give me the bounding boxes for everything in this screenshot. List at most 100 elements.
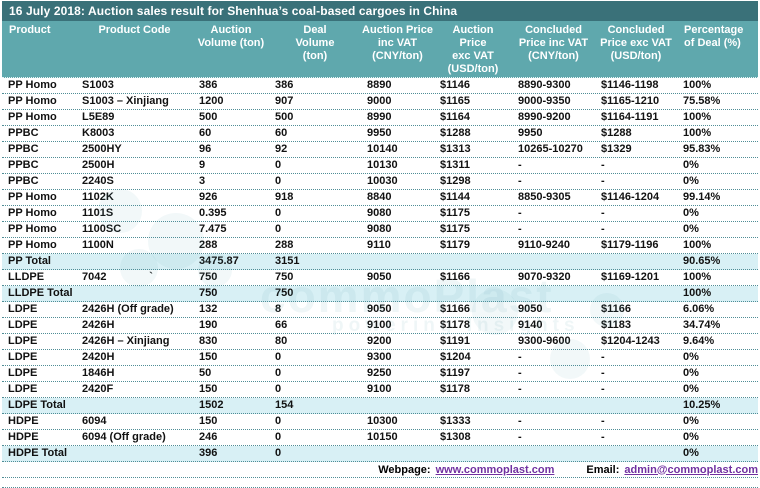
cell-deal-volume: 0 [275,207,282,219]
cell-deal-volume: 3151 [275,255,300,267]
cell-concluded-price-exc: - [601,159,605,171]
cell-deal-volume: 66 [275,319,288,331]
cell-concluded-price-exc: $1146-1204 [601,191,660,203]
cell-concluded-price-exc: - [601,383,605,395]
cell-product: PP Homo [8,79,57,91]
cell-product: PPBC [8,127,39,139]
cell-percentage-of-deal: 0% [683,383,699,395]
webpage-link[interactable]: www.commoplast.com [435,463,555,476]
cell-concluded-price-inc: 9050 [518,303,543,315]
cell-auction-price-exc: $1197 [440,367,470,379]
cell-auction-volume: 750 [199,271,218,283]
cell-auction-price-inc: 10300 [367,415,398,427]
cell-product-code [76,286,193,301]
cell-percentage-of-deal: 99.14% [683,191,721,203]
cell-product-code: S1003 [82,79,114,91]
cell-percentage-of-deal: 9.64% [683,335,715,347]
cell-deal-volume: 92 [275,143,288,155]
table-row: PP Homo 1100N 288 288 9110 $1179 9110-9240 $117… [2,238,758,254]
cell-percentage-of-deal: 34.74% [683,319,721,331]
cell-concluded-price-inc: 8850-9305 [518,191,571,203]
cell-product: HDPE Total [8,447,68,459]
cell-concluded-price-exc: $1179-1196 [601,239,659,251]
cell-deal-volume: 0 [275,447,282,459]
cell-auction-price-exc [434,286,512,301]
cell-product: PP Homo [8,207,57,219]
cell-concluded-price-inc: - [518,367,522,379]
cell-deal-volume: 60 [275,127,288,139]
cell-product-code: 1101S [82,207,114,219]
cell-product: LDPE [8,351,38,363]
cell-product-code: L5E89 [82,111,115,123]
table-row: LLDPE 7042 ` 750 750 9050 $1166 9070-9320 $1169… [2,270,758,286]
cell-auction-price-exc: $1166 [440,303,470,315]
cell-percentage-of-deal: 90.65% [683,255,721,267]
cell-auction-price-inc: 10130 [367,159,398,171]
cell-deal-volume: 500 [275,111,294,123]
table-row: PPBC 2240S 3 0 10030 $1298 - - 0% [2,174,758,190]
cell-product-code: 2500H [82,159,115,171]
cell-percentage-of-deal: 100% [683,271,712,283]
cell-auction-price-exc: $1175 [440,207,470,219]
cell-concluded-price-exc: $1165-1210 [601,95,660,107]
cell-auction-volume: 9 [199,159,206,171]
cell-concluded-price-exc: - [601,207,605,219]
table-row: PP Homo S1003 – Xinjiang 1200 907 9000 $1165 9… [2,94,758,110]
cell-product-code: 2426H (Off grade) [82,303,174,315]
cell-concluded-price-inc: - [518,415,522,427]
column-header-product-code: Product Code [98,24,171,36]
cell-product-code: 6094 [82,415,107,427]
cell-concluded-price-exc: - [601,175,605,187]
cell-deal-volume: 750 [275,287,294,299]
cell-concluded-price-exc [595,254,677,269]
cell-auction-price-exc: $1178 [440,383,470,395]
cell-auction-volume: 132 [199,303,218,315]
cell-percentage-of-deal: 0% [683,447,699,459]
cell-product: PPBC [8,175,39,187]
footer: Webpage: www.commoplast.com Email: admin… [2,462,758,478]
table-row: HDPE 6094 150 0 10300 $1333 - - 0% [2,414,758,430]
column-header-deal-volume: Deal Volume (ton) [295,24,335,62]
cell-concluded-price-exc: $1166 [601,303,631,315]
cell-percentage-of-deal: 0% [683,207,699,219]
cell-product: PP Homo [8,223,57,235]
cell-auction-price-exc: $1146 [440,79,470,91]
cell-auction-price-inc: 8890 [367,79,392,91]
cell-auction-volume: 0.395 [199,207,227,219]
cell-percentage-of-deal: 95.83% [683,143,721,155]
cell-auction-price-inc: 9000 [367,95,392,107]
cell-percentage-of-deal: 0% [683,175,699,187]
cell-product: LDPE [8,335,38,347]
column-header-auction-volume: Auction Volume (ton) [197,24,265,49]
cell-percentage-of-deal: 100% [683,239,712,251]
table-row: LDPE 2426H – Xinjiang 830 80 9200 $1191 9300-9… [2,334,758,350]
table-row: PPBC 2500HY 96 92 10140 $1313 10265-10270 $1329… [2,142,758,158]
cell-concluded-price-inc [512,446,595,461]
cell-percentage-of-deal: 0% [683,415,699,427]
webpage-label: Webpage: [378,463,431,476]
table-row: LDPE 2420F 150 0 9100 $1178 - - 0% [2,382,758,398]
cell-product: LLDPE Total [8,287,73,299]
cell-product-code: 2420F [82,383,114,395]
table-row: LDPE 2426H (Off grade) 132 8 9050 $1166 9050 $1… [2,302,758,318]
cell-concluded-price-inc: - [518,383,522,395]
cell-product-code: 2420H [82,351,115,363]
email-link[interactable]: admin@commoplast.com [624,463,758,476]
total-row: PP Total 3475.87 3151 90.65% [2,254,758,270]
column-header-concluded-price-inc: Concluded Price inc VAT (CNY/ton) [518,24,589,62]
cell-auction-volume: 386 [199,79,218,91]
cell-product-code: 2500HY [82,143,122,155]
cell-concluded-price-inc [512,398,595,413]
cell-concluded-price-exc [595,446,677,461]
cell-deal-volume: 0 [275,351,282,363]
cell-product: LDPE [8,367,38,379]
cell-percentage-of-deal: 100% [683,127,712,139]
cell-auction-volume: 830 [199,335,218,347]
cell-auction-price-exc [434,446,512,461]
cell-concluded-price-inc: - [518,159,522,171]
table-row: PP Homo S1003 386 386 8890 $1146 8890-9300 $114… [2,78,758,94]
cell-deal-volume: 386 [275,79,294,91]
cell-percentage-of-deal: 75.58% [683,95,721,107]
cell-concluded-price-inc: - [518,207,522,219]
table-header: Product Product Code Auction Volume (ton) De… [2,21,758,78]
